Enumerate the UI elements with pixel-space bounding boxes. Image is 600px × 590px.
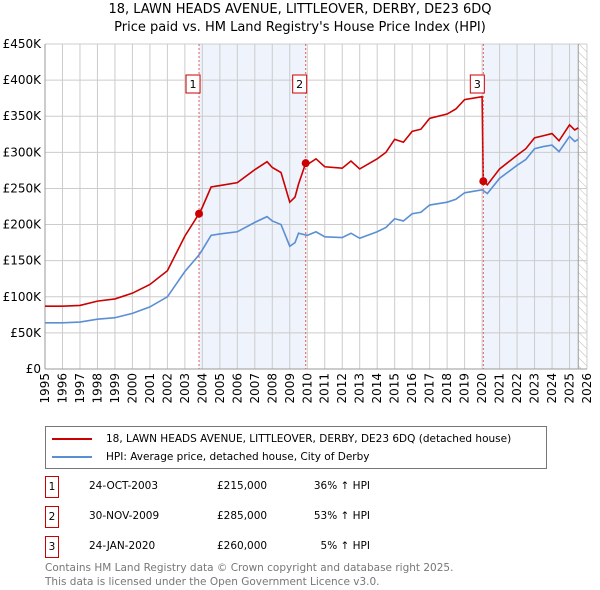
sale-date: 24-OCT-2003: [89, 480, 158, 492]
y-tick-label: £250K: [3, 181, 43, 195]
y-tick-label: £450K: [3, 37, 43, 51]
sale-marker-box: [469, 74, 485, 94]
x-tick-label: 2012: [335, 373, 349, 404]
sale-number-badge: 3: [45, 536, 59, 558]
x-tick-label: 2009: [283, 373, 297, 404]
sale-point: [479, 177, 488, 186]
sale-marker-label: 2: [296, 78, 303, 91]
x-tick-label: 1999: [108, 373, 122, 404]
sale-number-badge: 2: [45, 506, 59, 528]
x-tick-label: 2000: [125, 373, 139, 404]
legend: 18, LAWN HEADS AVENUE, LITTLEOVER, DERBY…: [45, 426, 547, 469]
sale-point: [195, 209, 204, 218]
x-tick-label: 2003: [178, 373, 192, 404]
shaded-period: [199, 44, 306, 369]
y-tick-label: £400K: [3, 73, 43, 87]
x-tick-label: 2023: [528, 373, 542, 404]
x-tick-label: 2018: [440, 373, 454, 404]
sale-price: £285,000: [217, 510, 268, 522]
x-tick-label: 1995: [38, 373, 52, 404]
shaded-period: [483, 44, 579, 369]
x-tick-label: 2011: [318, 373, 332, 404]
y-tick-label: £0: [26, 362, 41, 376]
sale-row: 1 24-OCT-2003 £215,000 36% ↑ HPI: [45, 476, 600, 498]
x-tick-label: 2025: [563, 373, 577, 404]
y-tick-label: £100K: [3, 290, 43, 304]
x-tick-label: 2014: [370, 373, 384, 404]
x-tick-label: 2020: [475, 373, 489, 404]
series-line: [45, 95, 579, 307]
sale-number-badge: 1: [45, 476, 59, 498]
chart-subtitle: Price paid vs. HM Land Registry's House …: [114, 20, 486, 35]
sale-marker-box: [292, 74, 308, 94]
x-tick-label: 2026: [580, 373, 594, 404]
x-tick-label: 2010: [300, 373, 314, 404]
sale-price: £215,000: [217, 480, 268, 492]
x-tick-label: 2001: [143, 373, 157, 404]
footer-licence: This data is licensed under the Open Gov…: [45, 575, 380, 588]
x-tick-label: 2004: [195, 373, 209, 404]
x-tick-label: 2007: [248, 373, 262, 404]
sale-hpi-change: 53% ↑ HPI: [313, 510, 370, 522]
footer-copyright: Contains HM Land Registry data © Crown c…: [45, 562, 454, 574]
price-chart: £0 £50K £100K £150K £200K £250K £300K £350K £400…: [3, 37, 594, 404]
legend-property-label: 18, LAWN HEADS AVENUE, LITTLEOVER, DERBY…: [106, 433, 512, 445]
sale-hpi-change: 5% ↑ HPI: [320, 540, 370, 552]
y-tick-label: £150K: [3, 254, 43, 268]
legend-hpi-label: HPI: Average price, detached house, City…: [106, 451, 370, 463]
sale-date: 24-JAN-2020: [89, 540, 156, 552]
sale-marker-label: 3: [474, 78, 481, 91]
sale-date: 30-NOV-2009: [89, 510, 160, 522]
x-tick-label: 2013: [353, 373, 367, 404]
sale-hpi-change: 36% ↑ HPI: [313, 480, 370, 492]
sale-point: [301, 159, 310, 168]
x-tick-label: 2015: [388, 373, 402, 404]
forecast-hatch: [578, 44, 587, 369]
y-tick-label: £200K: [3, 218, 43, 232]
x-tick-label: 1998: [90, 373, 104, 404]
sale-row: 2 30-NOV-2009 £285,000 53% ↑ HPI: [45, 506, 600, 528]
chart-title: 18, LAWN HEADS AVENUE, LITTLEOVER, DERBY…: [108, 2, 492, 17]
sale-marker-box: [185, 74, 201, 94]
series-line: [45, 135, 579, 324]
x-tick-label: 2021: [493, 373, 507, 404]
x-tick-label: 2019: [458, 373, 472, 404]
x-tick-label: 2022: [510, 373, 524, 404]
legend-hpi-swatch: [52, 456, 92, 458]
y-tick-label: £50K: [10, 326, 42, 340]
x-tick-label: 1997: [73, 373, 87, 404]
y-tick-label: £350K: [3, 109, 43, 123]
y-tick-label: £300K: [3, 145, 43, 159]
x-tick-label: 2002: [160, 373, 174, 404]
x-tick-label: 2005: [213, 373, 227, 404]
sale-row: 3 24-JAN-2020 £260,000 5% ↑ HPI: [45, 536, 600, 558]
sale-marker-label: 1: [190, 78, 197, 91]
x-tick-label: 1996: [55, 373, 69, 404]
x-tick-label: 2017: [423, 373, 437, 404]
footer: Contains HM Land Registry data © Crown c…: [45, 562, 453, 589]
x-tick-label: 2016: [405, 373, 419, 404]
x-tick-label: 2006: [230, 373, 244, 404]
legend-property-swatch: [52, 438, 92, 440]
sale-price: £260,000: [217, 540, 268, 552]
x-tick-label: 2024: [545, 373, 559, 404]
x-tick-label: 2008: [265, 373, 279, 404]
